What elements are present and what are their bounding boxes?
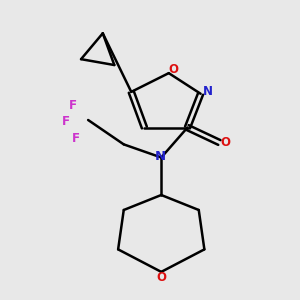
Text: O: O <box>156 271 166 284</box>
Text: F: F <box>72 131 80 145</box>
Text: N: N <box>203 85 213 98</box>
Text: F: F <box>68 99 76 112</box>
Text: F: F <box>61 116 70 128</box>
Text: N: N <box>155 150 166 163</box>
Text: O: O <box>220 136 230 149</box>
Text: O: O <box>169 63 178 76</box>
